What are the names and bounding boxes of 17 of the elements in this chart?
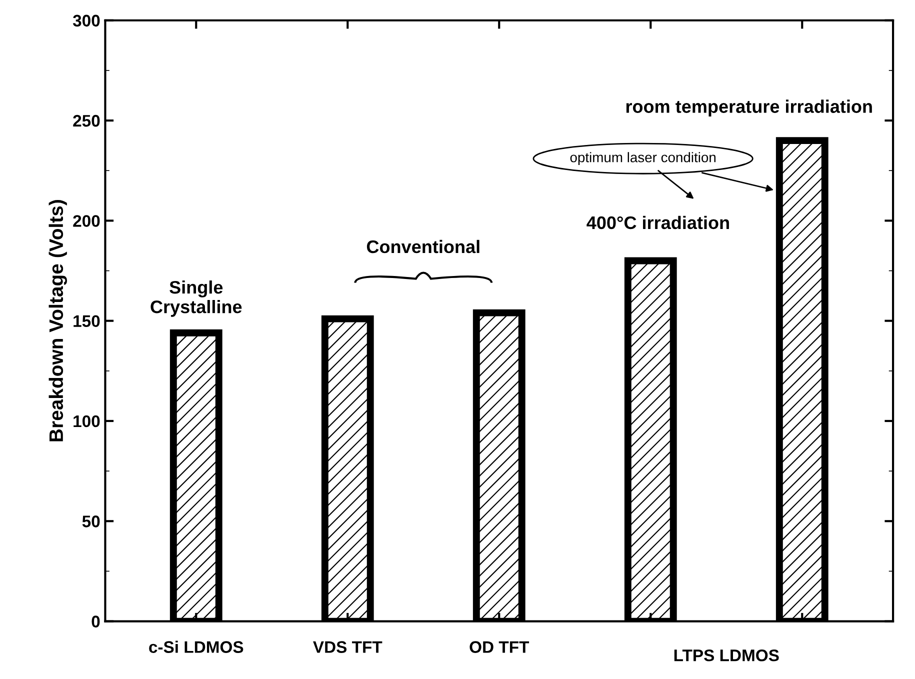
y-tick-label: 100 <box>74 415 100 428</box>
x-tick-label: c-Si LDMOS <box>149 640 244 653</box>
x-tick-label: VDS TFT <box>313 641 382 653</box>
y-tick-label: 300 <box>72 14 100 27</box>
y-tick-label: 200 <box>73 215 100 227</box>
y-axis-title: Breakdown Voltage (Volts) <box>48 200 68 442</box>
y-tick-label: 250 <box>73 114 100 127</box>
annotation: optimum laser condition <box>570 152 716 166</box>
text: LTPS LDMOS <box>674 650 779 662</box>
y-tick-label: 150 <box>74 315 100 328</box>
annotation: 400°C irradiation <box>586 216 729 230</box>
annotation: room temperature irradiation <box>626 100 872 117</box>
annotation: Single Crystalline <box>150 280 242 317</box>
y-tick-label: 0 <box>92 616 100 628</box>
x-tick-label: OD TFT <box>470 641 530 653</box>
annotation: Conventional <box>366 240 480 254</box>
y-tick-label: 50 <box>82 516 100 528</box>
